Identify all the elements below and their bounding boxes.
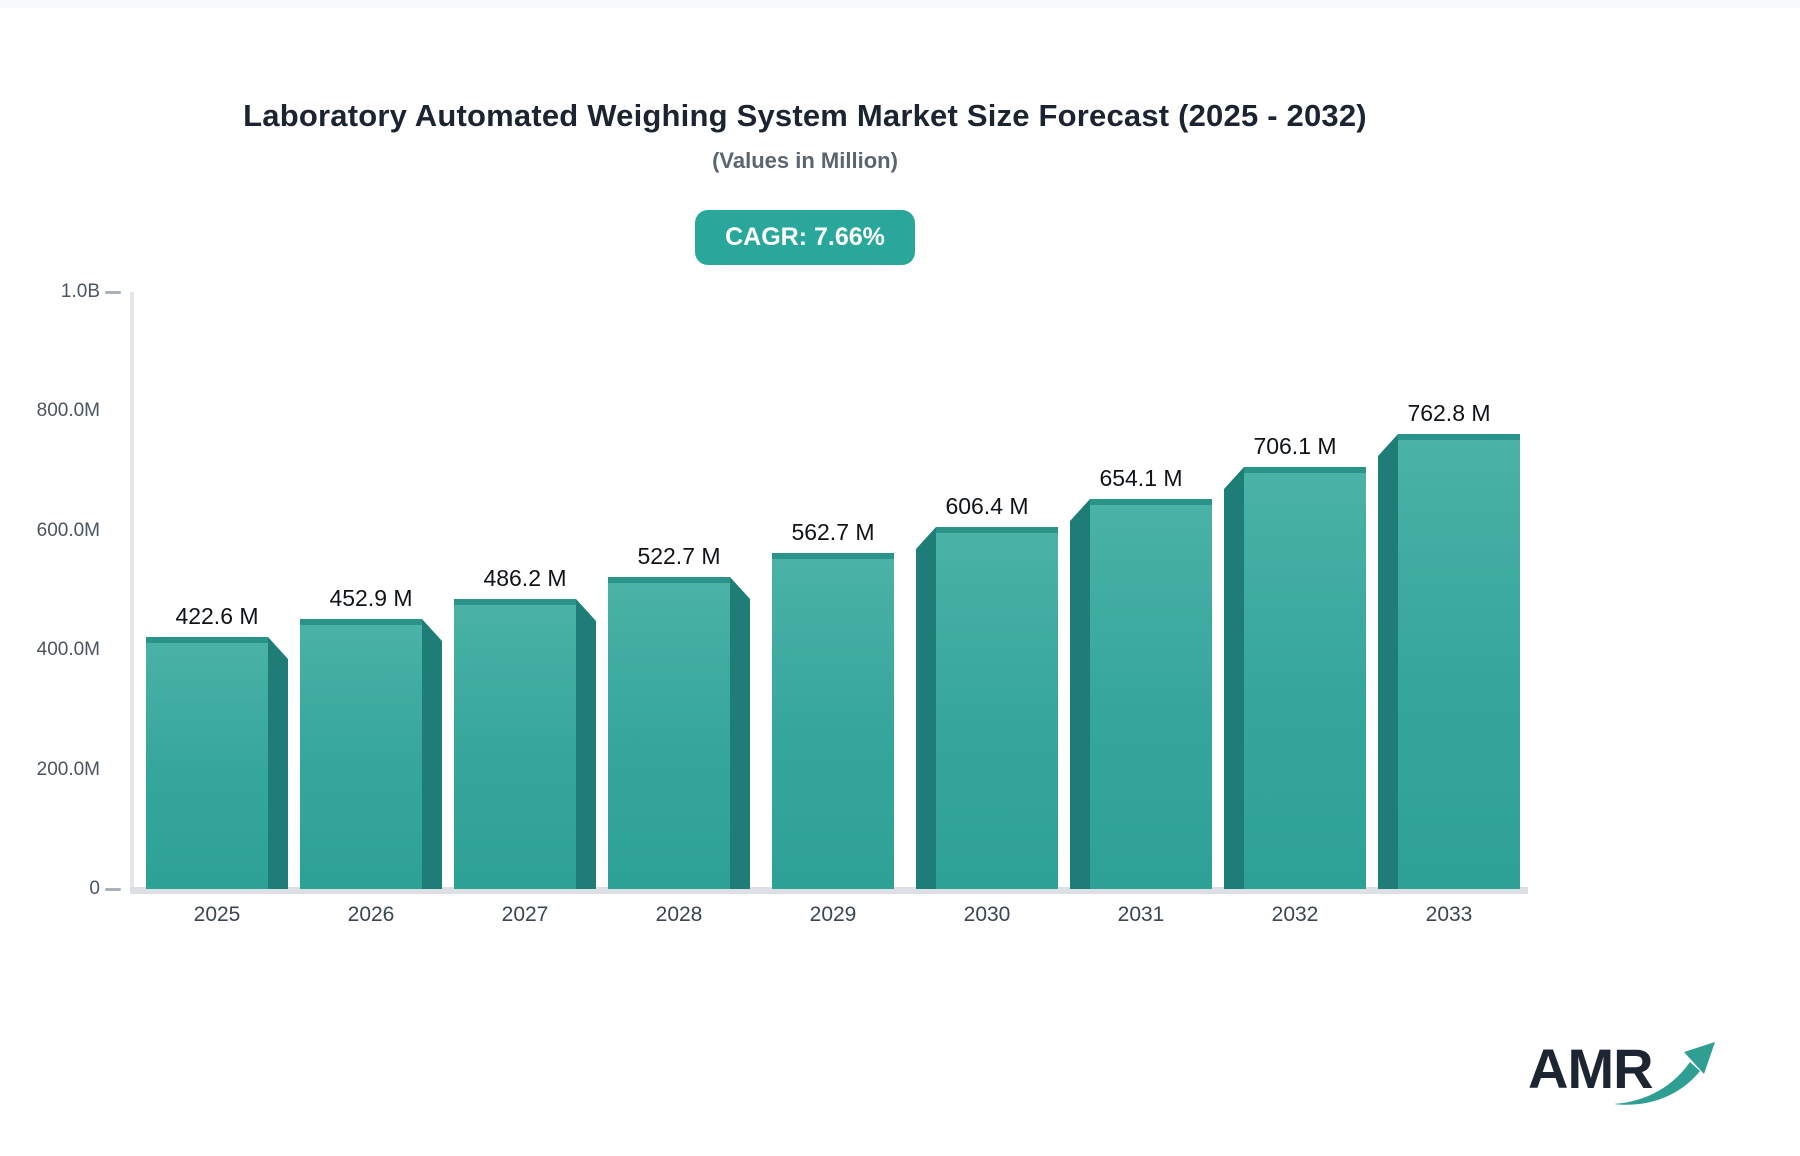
amr-logo: AMR bbox=[1520, 1028, 1730, 1120]
bar-face[interactable] bbox=[1090, 499, 1212, 889]
bar-3d-side bbox=[1378, 434, 1398, 889]
y-axis-line bbox=[130, 292, 134, 889]
x-axis-year-label: 2027 bbox=[501, 903, 549, 926]
chart-subtitle: (Values in Million) bbox=[712, 148, 898, 173]
bar-value-label: 706.1 M bbox=[1253, 433, 1337, 459]
bar-value-label: 762.8 M bbox=[1407, 400, 1491, 426]
bar-column: 452.9 M bbox=[294, 585, 448, 889]
bar-column: 762.8 M bbox=[1372, 400, 1526, 889]
bar-top-edge bbox=[454, 599, 576, 605]
bar-top-edge bbox=[608, 577, 730, 583]
y-axis-tick-label: 0 bbox=[89, 878, 100, 899]
bar-2027[interactable]: 486.2 M bbox=[454, 565, 596, 889]
bar-2025[interactable]: 422.6 M bbox=[146, 603, 288, 889]
chart-header: Laboratory Automated Weighing System Mar… bbox=[5, 0, 1605, 265]
bar-3d-side bbox=[1070, 499, 1090, 889]
bar-face[interactable] bbox=[1244, 467, 1366, 889]
bar-column: 654.1 M bbox=[1064, 465, 1218, 889]
x-axis-year-label: 2032 bbox=[1271, 903, 1319, 926]
bar-value-label: 606.4 M bbox=[945, 493, 1029, 519]
bar-face[interactable] bbox=[146, 637, 268, 889]
bar-top-edge bbox=[1090, 499, 1212, 505]
bar-3d-side bbox=[916, 527, 936, 889]
x-axis-year-label: 2025 bbox=[193, 903, 241, 926]
bar-top-edge bbox=[146, 637, 268, 643]
bar-3d-side bbox=[1224, 467, 1244, 889]
bar-face[interactable] bbox=[772, 553, 894, 889]
bar-3d-side bbox=[576, 599, 596, 889]
bar-face[interactable] bbox=[608, 577, 730, 889]
bar-face[interactable] bbox=[300, 619, 422, 889]
bar-2028[interactable]: 522.7 M bbox=[608, 543, 750, 889]
bar-3d-side bbox=[730, 577, 750, 889]
bar-column: 706.1 M bbox=[1218, 433, 1372, 889]
y-axis-tick-mark bbox=[105, 888, 121, 891]
bar-top-edge bbox=[1244, 467, 1366, 473]
y-axis-tick-label: 1.0B bbox=[60, 281, 100, 302]
x-axis-year-label: 2028 bbox=[655, 903, 703, 926]
y-axis-tick-mark bbox=[105, 291, 121, 294]
bar-top-edge bbox=[1398, 434, 1520, 440]
bar-face[interactable] bbox=[1398, 434, 1520, 889]
bar-column: 522.7 M bbox=[602, 543, 756, 889]
bar-column: 486.2 M bbox=[448, 565, 602, 889]
bar-2029[interactable]: 562.7 M bbox=[762, 519, 904, 889]
bar-2033[interactable]: 762.8 M bbox=[1378, 400, 1520, 889]
y-axis-tick-label: 200.0M bbox=[36, 758, 100, 780]
page-top-edge bbox=[0, 0, 1800, 8]
bar-value-label: 422.6 M bbox=[175, 603, 259, 629]
x-axis-year-label: 2026 bbox=[347, 903, 395, 926]
bar-top-edge bbox=[300, 619, 422, 625]
x-axis-year-label: 2033 bbox=[1425, 903, 1473, 926]
x-axis-baseline bbox=[130, 887, 1528, 894]
y-axis-tick-label: 600.0M bbox=[36, 519, 100, 541]
chart-title: Laboratory Automated Weighing System Mar… bbox=[243, 98, 1367, 133]
bar-2031[interactable]: 654.1 M bbox=[1070, 465, 1212, 889]
bar-2030[interactable]: 606.4 M bbox=[916, 493, 1058, 889]
bar-value-label: 522.7 M bbox=[637, 543, 721, 569]
bar-2026[interactable]: 452.9 M bbox=[300, 585, 442, 889]
bar-face[interactable] bbox=[936, 527, 1058, 889]
bar-top-edge bbox=[936, 527, 1058, 533]
bar-value-label: 486.2 M bbox=[483, 565, 567, 591]
bar-top-edge bbox=[772, 553, 894, 559]
x-axis-year-label: 2029 bbox=[809, 903, 857, 926]
x-axis-year-label: 2030 bbox=[963, 903, 1011, 926]
amr-logo-text: AMR bbox=[1528, 1037, 1654, 1100]
bar-3d-side bbox=[422, 619, 442, 889]
bar-value-label: 452.9 M bbox=[329, 585, 413, 611]
bar-face[interactable] bbox=[454, 599, 576, 889]
bar-value-label: 654.1 M bbox=[1099, 465, 1183, 491]
bar-value-label: 562.7 M bbox=[791, 519, 875, 545]
bar-column: 422.6 M bbox=[140, 603, 294, 889]
cagr-badge: CAGR: 7.66% bbox=[695, 210, 915, 265]
bar-2032[interactable]: 706.1 M bbox=[1224, 433, 1366, 889]
y-axis-tick-label: 400.0M bbox=[36, 639, 100, 661]
bar-3d-side bbox=[268, 637, 288, 889]
x-axis-year-label: 2031 bbox=[1117, 903, 1165, 926]
growth-arrow-icon bbox=[1614, 1042, 1715, 1105]
bar-column: 562.7 M bbox=[756, 519, 910, 889]
bar-column: 606.4 M bbox=[910, 493, 1064, 889]
y-axis-tick-label: 800.0M bbox=[36, 400, 100, 422]
